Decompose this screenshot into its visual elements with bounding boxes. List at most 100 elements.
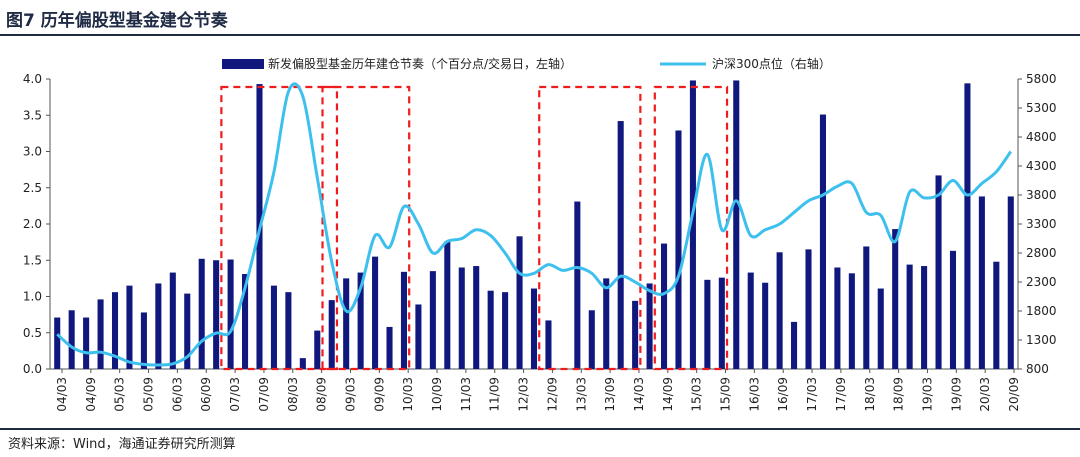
bar: [935, 175, 942, 369]
bar: [675, 130, 682, 369]
bar-series: [54, 80, 1014, 370]
x-tick-label: 14/09: [661, 377, 675, 412]
x-tick-label: 04/03: [55, 377, 69, 412]
bar: [83, 317, 90, 369]
bar: [270, 285, 277, 369]
index-line: [56, 82, 1013, 367]
left-tick-label: 0.0: [23, 362, 42, 376]
right-tick-label: 2300: [1026, 275, 1057, 289]
figure-title: 图7 历年偏股型基金建仓节奏: [6, 11, 228, 31]
x-tick-label: 07/09: [257, 377, 271, 412]
bar: [863, 246, 870, 369]
bar: [343, 278, 350, 369]
bar: [140, 312, 147, 369]
bar: [964, 83, 971, 369]
x-tick-label: 17/03: [805, 377, 819, 412]
bar: [660, 243, 668, 369]
bar: [632, 300, 639, 369]
x-tick-label: 08/09: [315, 377, 329, 412]
bar: [502, 292, 509, 369]
x-tick-label: 07/03: [228, 377, 242, 412]
bar: [155, 283, 162, 369]
x-tick-label: 12/09: [545, 377, 559, 412]
x-tick-label: 05/09: [142, 377, 156, 412]
bar: [892, 229, 899, 369]
bar: [545, 320, 552, 369]
bar: [54, 317, 61, 369]
x-tick-label: 10/09: [430, 377, 444, 412]
right-tick-label: 3800: [1026, 188, 1057, 202]
axes-layer: 0.0 0.5 1.0 1.5 2.0 2.5 3.0 3.5 4.0 800 1300 1800 23…: [23, 72, 1057, 412]
bar: [588, 310, 595, 369]
left-tick-label: 2.5: [23, 181, 42, 195]
x-tick-label: 06/09: [199, 377, 213, 412]
x-tick-label: 18/03: [863, 377, 877, 412]
x-tick-label: 11/09: [488, 377, 502, 412]
x-tick-label: 09/03: [343, 377, 357, 412]
right-tick-label: 4300: [1026, 159, 1057, 173]
chart-area: 0.0 0.5 1.0 1.5 2.0 2.5 3.0 3.5 4.0 800 1300 1800 23…: [23, 56, 1057, 412]
bar: [718, 277, 725, 369]
x-tick-label: 17/09: [834, 377, 848, 412]
footer-divider: [0, 428, 1080, 430]
bar: [487, 290, 494, 369]
bar: [299, 358, 306, 369]
figure-header: 图7 历年偏股型基金建仓节奏: [0, 0, 1080, 36]
left-tick-label: 3.0: [23, 145, 42, 159]
bar: [242, 274, 249, 369]
bar: [689, 80, 696, 369]
bar: [921, 266, 928, 369]
x-tick-label: 16/09: [776, 377, 790, 412]
bar: [733, 80, 740, 369]
x-tick-label: 08/03: [286, 377, 300, 412]
right-tick-label: 3300: [1026, 217, 1057, 231]
right-tick-label: 800: [1026, 362, 1049, 376]
left-tick-label: 2.0: [23, 217, 42, 231]
legend-line-label: 沪深300点位（右轴）: [712, 56, 831, 71]
bar: [805, 249, 812, 369]
bar: [97, 299, 104, 369]
bar: [400, 271, 408, 369]
x-tick-label: 15/03: [690, 377, 704, 412]
bar: [516, 236, 523, 369]
bar: [877, 288, 884, 369]
bar: [198, 258, 205, 369]
chart-legend: 新发偏股型基金历年建仓节奏（个百分点/交易日，左轴） 沪深300点位（右轴）: [222, 56, 831, 71]
highlight-box: [653, 85, 729, 371]
bar: [357, 272, 364, 369]
x-tick-label: 15/09: [719, 377, 733, 412]
bar: [184, 293, 191, 369]
bar: [1007, 196, 1014, 369]
legend-bar-label: 新发偏股型基金历年建仓节奏（个百分点/交易日，左轴）: [268, 56, 572, 71]
x-tick-label: 12/03: [517, 377, 531, 412]
right-tick-label: 5300: [1026, 101, 1057, 115]
left-tick-label: 1.0: [23, 290, 42, 304]
bar: [848, 273, 855, 369]
left-tick-label: 1.5: [23, 253, 42, 267]
left-tick-label: 4.0: [23, 72, 42, 86]
x-tick-label: 20/09: [1007, 377, 1021, 412]
right-tick-label: 4800: [1026, 130, 1057, 144]
bar: [213, 260, 220, 369]
bar: [328, 300, 335, 369]
x-tick-label: 09/09: [372, 377, 386, 412]
bar: [429, 271, 436, 369]
bar: [819, 114, 826, 370]
x-tick-label: 10/03: [401, 377, 415, 412]
x-tick-label: 05/03: [113, 377, 127, 412]
x-tick-label: 13/03: [574, 377, 588, 412]
x-tick-label: 14/03: [632, 377, 646, 412]
left-tick-label: 0.5: [23, 326, 42, 340]
highlight-box: [538, 85, 642, 371]
x-tick-label: 06/03: [170, 377, 184, 412]
bar: [646, 283, 653, 369]
bar: [227, 259, 234, 369]
bar: [126, 285, 133, 369]
bar: [530, 288, 538, 369]
line-series: [56, 82, 1013, 367]
x-tick-label: 20/03: [978, 377, 992, 412]
bar: [372, 256, 379, 369]
x-tick-label: 13/09: [603, 377, 617, 412]
x-tick-label: 04/09: [84, 377, 98, 412]
bar: [906, 264, 913, 369]
